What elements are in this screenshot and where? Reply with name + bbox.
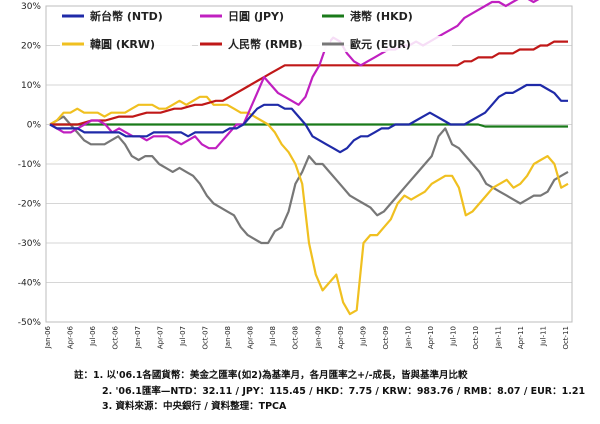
series-line-3 [49, 95, 569, 316]
legend-label: 日圓 (JPY) [228, 10, 284, 23]
x-tick-label: Oct-10 [472, 326, 480, 350]
legend-item-bg [198, 8, 330, 24]
footnote-prefix: 註： [74, 370, 94, 381]
y-tick-label: -20% [18, 200, 42, 210]
x-tick-label: Jan-08 [224, 326, 232, 349]
x-tick-label: Jul-06 [89, 325, 97, 346]
x-tick-label: Oct-06 [112, 325, 120, 349]
series-line-0 [49, 83, 568, 154]
x-tick-label: Apr-10 [427, 326, 435, 349]
footnote-line-2: 2. '06.1匯率—NTD：32.11 / JPY：115.45 / HKD：… [102, 385, 586, 397]
legend-item-bg [198, 36, 330, 52]
x-tick-label: Jan-06 [44, 325, 52, 349]
x-tick-label: Apr-07 [157, 326, 165, 349]
y-tick-label: 0% [27, 121, 42, 131]
x-tick-label: Jan-10 [404, 326, 412, 349]
legend-item-bg [60, 36, 192, 52]
footnote-line-1: 註：1. 以'06.1各國貨幣：美金之匯率(如2)為基準月，各月匯率之+/-成長… [74, 368, 585, 384]
legend-item-bg [320, 8, 452, 24]
y-tick-label: 30% [21, 2, 41, 12]
x-tick-label: Apr-06 [67, 325, 75, 349]
x-tick-label: Jan-09 [314, 326, 322, 349]
legend-label: 港幣 (HKD) [350, 9, 413, 23]
series-line-2 [50, 123, 568, 128]
currency-line-chart: 30% 20% 10% 0% -10% -20% -30% -40% -50% Jan-06 Ap… [18, 0, 573, 350]
x-tick-labels: Jan-06 Apr-06 Jul-06 Oct-06 Jan-07 Apr-07 Jul-… [44, 325, 570, 349]
x-tick-label: Oct-11 [562, 326, 570, 350]
x-tick-label: Apr-09 [337, 326, 345, 349]
x-tick-label: Oct-09 [382, 326, 390, 350]
x-tick-label: Apr-11 [517, 326, 525, 349]
x-tick-label: Apr-08 [247, 326, 255, 349]
gridlines [45, 5, 573, 323]
legend-label: 新台幣 (NTD) [90, 9, 163, 23]
x-tick-label: Oct-08 [292, 326, 300, 350]
y-tick-label: 20% [21, 42, 41, 52]
footnote-1-text: 1. 以'06.1各國貨幣：美金之匯率(如2)為基準月，各月匯率之+/-成長，皆… [93, 370, 468, 381]
y-tick-labels: 30% 20% 10% 0% -10% -20% -30% -40% -50% [18, 2, 42, 328]
legend-item-bg [320, 36, 452, 52]
series-line-5 [49, 115, 569, 245]
y-tick-label: -40% [18, 279, 42, 289]
legend-label: 韓圓 (KRW) [90, 37, 155, 51]
x-tick-label: Jul-07 [179, 326, 187, 347]
legend-item-bg [60, 8, 192, 24]
x-tick-label: Jul-11 [539, 326, 547, 347]
series-lines [49, 0, 569, 316]
x-tick-label: Jul-08 [269, 326, 277, 347]
y-tick-label: -50% [18, 318, 42, 328]
y-tick-label: -30% [18, 239, 42, 249]
x-tick-label: Jul-09 [359, 326, 367, 347]
legend-label: 歐元 (EUR) [350, 37, 411, 51]
plot-area [45, 5, 573, 323]
legend: 新台幣 (NTD) 日圓 (JPY) 港幣 (HKD) 韓圓 (KRW) 人民幣 (RM… [60, 8, 452, 52]
series-line-4 [50, 40, 568, 126]
x-tick-label: Jan-07 [134, 326, 142, 349]
legend-label: 人民幣 (RMB) [228, 37, 303, 51]
footnotes: 註：1. 以'06.1各國貨幣：美金之匯率(如2)為基準月，各月匯率之+/-成長… [74, 368, 585, 415]
footnote-line-3: 3. 資料來源：中央銀行 / 資料整理：TPCA [102, 401, 287, 412]
y-tick-label: 10% [21, 81, 41, 91]
y-tick-label: -10% [18, 160, 42, 170]
x-tick-label: Oct-07 [202, 326, 210, 350]
x-tick-label: Jul-10 [449, 326, 457, 347]
x-tick-label: Jan-11 [494, 326, 502, 349]
